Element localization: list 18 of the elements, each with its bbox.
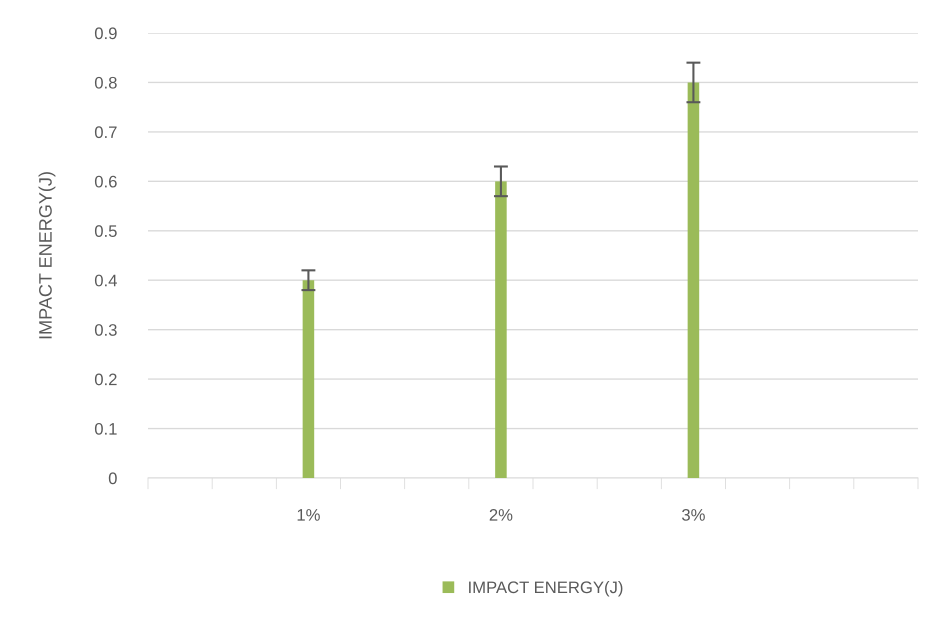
- y-tick-label: 0.8: [94, 76, 117, 89]
- y-tick-label: 0.3: [94, 324, 117, 336]
- x-tick-label: 3%: [682, 508, 705, 521]
- x-tick-label: 1%: [298, 509, 320, 521]
- y-tick-label: 0.6: [94, 176, 117, 188]
- x-tick-label: 2%: [490, 508, 512, 521]
- bar: [302, 280, 314, 478]
- y-tick-label: 0.9: [94, 27, 117, 40]
- y-tick-label: 0: [108, 472, 117, 484]
- y-tick-label: 0.4: [94, 274, 117, 286]
- y-tick-label: 0.1: [94, 422, 117, 435]
- bar: [688, 82, 700, 478]
- legend-label: IMPACT ENERGY(J): [469, 580, 622, 596]
- y-tick-label: 0.5: [94, 225, 117, 237]
- y-tick-label: 0.7: [94, 126, 117, 138]
- bar: [495, 181, 507, 478]
- y-tick-label: 0.2: [94, 374, 117, 386]
- y-axis-title: IMPACT ENERGY(J): [38, 172, 56, 338]
